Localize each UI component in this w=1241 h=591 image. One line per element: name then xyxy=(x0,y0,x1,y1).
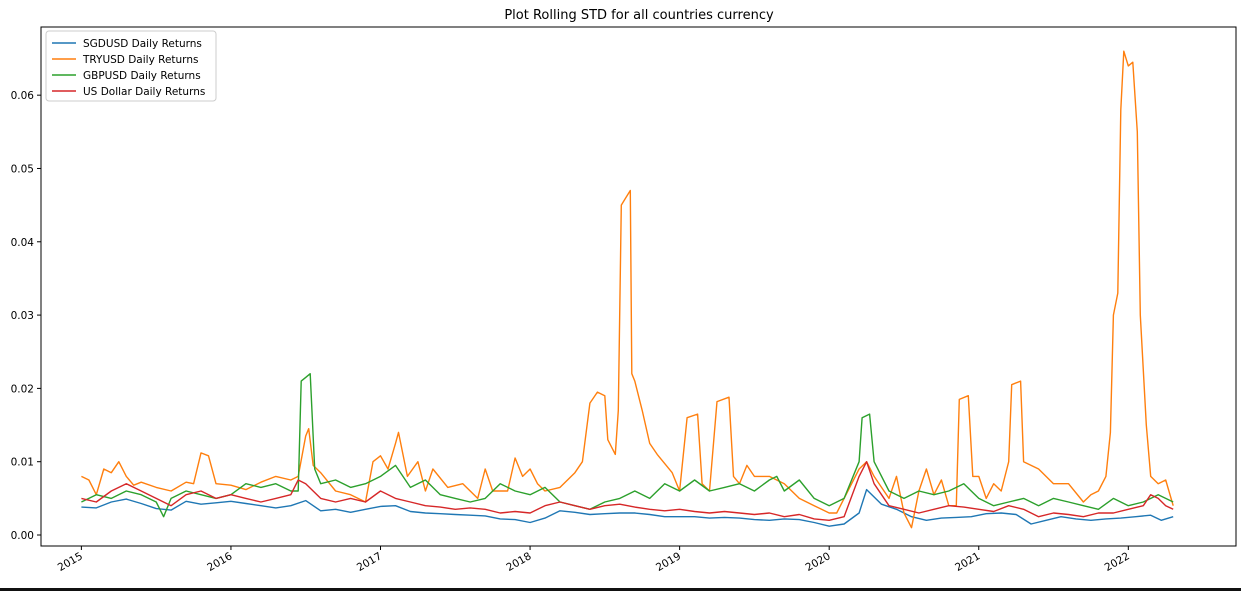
x-tick-label: 2017 xyxy=(355,550,384,574)
x-tick-label: 2020 xyxy=(804,550,833,574)
y-tick-label: 0.00 xyxy=(11,530,34,542)
legend-label: GBPUSD Daily Returns xyxy=(83,70,201,82)
x-tick-label: 2021 xyxy=(953,550,982,574)
series-line-3 xyxy=(81,461,1174,521)
legend: SGDUSD Daily Returns TRYUSD Daily Returns… xyxy=(45,30,217,102)
y-tick-label: 0.05 xyxy=(11,163,34,175)
y-tick-label: 0.02 xyxy=(11,383,34,395)
series-line-0 xyxy=(81,488,1174,527)
y-tick-label: 0.04 xyxy=(11,237,35,249)
legend-label: SGDUSD Daily Returns xyxy=(83,38,202,50)
series-line-2 xyxy=(81,373,1174,518)
x-tick-label: 2019 xyxy=(654,550,683,574)
legend-label: US Dollar Daily Returns xyxy=(83,86,205,98)
y-tick-label: 0.03 xyxy=(11,310,34,322)
bottom-border xyxy=(0,588,1241,591)
chart-title: Plot Rolling STD for all countries curre… xyxy=(504,8,774,23)
x-tick-label: 2018 xyxy=(504,550,533,574)
plot-area xyxy=(81,50,1174,529)
y-tick-label: 0.06 xyxy=(11,90,35,102)
x-tick-label: 2015 xyxy=(56,550,85,574)
axes-frame xyxy=(40,26,1237,547)
legend-box xyxy=(45,30,217,102)
y-tick-label: 0.01 xyxy=(11,457,34,469)
legend-label: TRYUSD Daily Returns xyxy=(82,54,198,66)
x-tick-label: 2016 xyxy=(205,550,234,574)
x-tick-label: 2022 xyxy=(1103,550,1132,574)
series-line-1 xyxy=(81,50,1174,529)
